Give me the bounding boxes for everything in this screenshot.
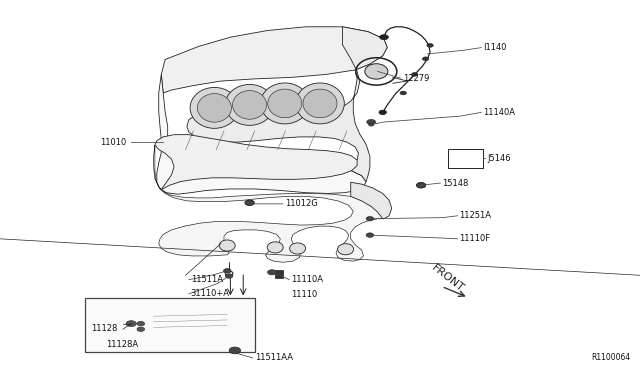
Bar [448, 149, 483, 168]
Polygon shape [351, 182, 392, 219]
Ellipse shape [190, 87, 239, 128]
Polygon shape [161, 27, 387, 93]
Text: 15148: 15148 [442, 179, 468, 187]
Ellipse shape [260, 83, 309, 124]
Circle shape [400, 91, 406, 95]
Ellipse shape [197, 93, 232, 122]
Text: 11010: 11010 [100, 138, 127, 147]
Circle shape [367, 119, 376, 125]
Circle shape [412, 73, 418, 76]
Text: 11110F: 11110F [460, 234, 491, 243]
Circle shape [427, 44, 433, 47]
Circle shape [225, 274, 233, 278]
Ellipse shape [296, 83, 344, 124]
Circle shape [229, 347, 241, 354]
Circle shape [380, 110, 386, 114]
Circle shape [417, 183, 426, 188]
Text: 31110+A: 31110+A [191, 289, 230, 298]
Ellipse shape [365, 64, 388, 79]
Circle shape [366, 217, 374, 221]
Ellipse shape [268, 89, 302, 118]
Ellipse shape [338, 244, 354, 255]
Text: 11128: 11128 [92, 324, 118, 333]
Ellipse shape [232, 90, 267, 119]
Text: R1100064: R1100064 [591, 353, 630, 362]
Polygon shape [154, 145, 384, 262]
Text: 11140A: 11140A [483, 108, 515, 117]
Text: 11511A: 11511A [191, 275, 223, 284]
Text: 11012G: 11012G [285, 199, 317, 208]
Polygon shape [123, 299, 242, 343]
Text: I1140: I1140 [483, 43, 507, 52]
Text: 12279: 12279 [403, 74, 429, 83]
Circle shape [223, 346, 232, 352]
Ellipse shape [268, 242, 283, 253]
Text: 11128A: 11128A [106, 340, 138, 349]
Polygon shape [155, 135, 357, 190]
Circle shape [380, 35, 388, 40]
Text: 11251A: 11251A [460, 211, 492, 220]
Text: J5146: J5146 [488, 154, 511, 163]
Circle shape [137, 321, 145, 326]
Bar [275, 270, 283, 278]
Ellipse shape [290, 243, 306, 254]
Circle shape [223, 269, 231, 273]
Circle shape [268, 270, 276, 275]
Circle shape [379, 110, 387, 115]
Circle shape [245, 200, 254, 205]
Text: 11110: 11110 [291, 290, 317, 299]
Circle shape [366, 233, 374, 237]
Text: 11110A: 11110A [291, 275, 323, 284]
Ellipse shape [303, 89, 337, 118]
Ellipse shape [225, 84, 274, 125]
Text: FRONT: FRONT [430, 263, 466, 294]
Ellipse shape [219, 240, 236, 251]
Circle shape [137, 327, 145, 331]
Polygon shape [157, 74, 366, 194]
Circle shape [369, 123, 374, 126]
Text: 11511AA: 11511AA [255, 353, 292, 362]
Bar [85, 298, 255, 352]
Polygon shape [187, 27, 387, 182]
Circle shape [422, 57, 429, 61]
Circle shape [126, 321, 136, 327]
